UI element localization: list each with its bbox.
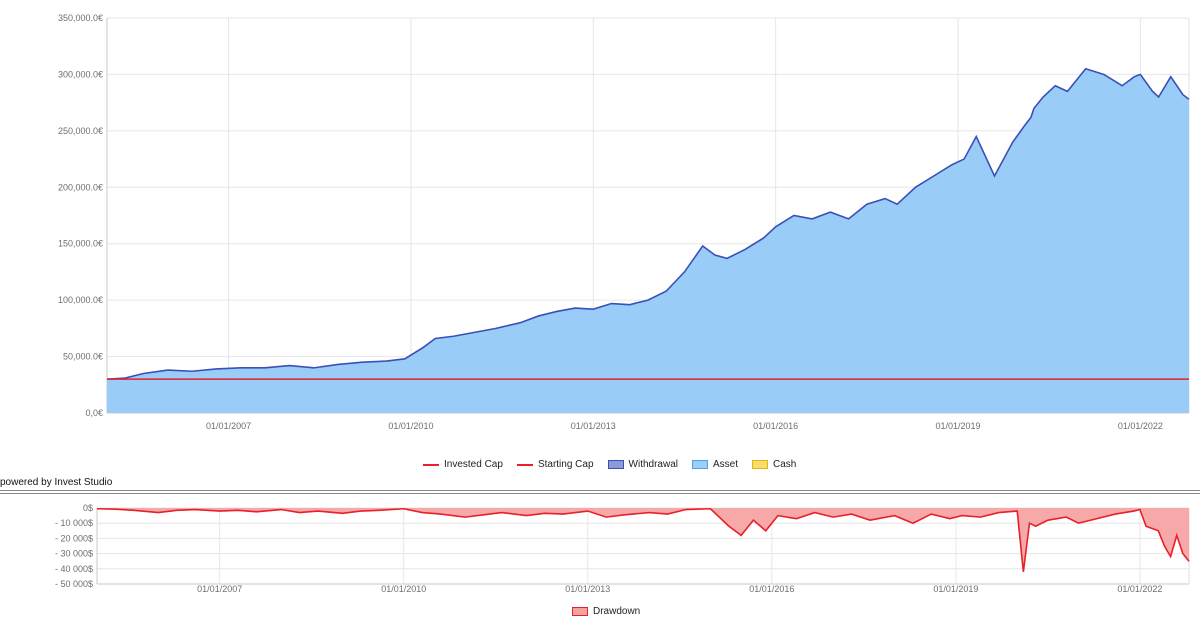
x-tick-label: 01/01/2016 xyxy=(749,584,794,593)
drawdown-x-axis-ticks: 01/01/2007 01/01/2010 01/01/2013 01/01/2016… xyxy=(197,584,1162,593)
y-tick-label: 200,000.0€ xyxy=(58,182,103,192)
y-tick-label: 0,0€ xyxy=(85,408,103,418)
y-tick-label: 50,000.0€ xyxy=(63,352,103,362)
drawdown-area-series xyxy=(96,507,1190,572)
x-tick-label: 01/01/2022 xyxy=(1117,584,1162,593)
legend-swatch xyxy=(607,460,624,469)
y-tick-label: - 30 000$ xyxy=(55,549,93,559)
drawdown-area-fill xyxy=(97,508,1189,572)
separator-line xyxy=(0,490,1200,491)
y-tick-label: - 40 000$ xyxy=(55,564,93,574)
drawdown-chart: 0$ - 10 000$ - 20 000$ - 30 000$ - 40 000$ - … xyxy=(55,503,1190,593)
main-x-axis-ticks: 01/01/2007 01/01/2010 01/01/2013 01/01/2016… xyxy=(206,421,1163,431)
x-tick-label: 01/01/2013 xyxy=(565,584,610,593)
legend-swatch xyxy=(752,460,769,469)
legend-swatch xyxy=(423,463,439,466)
x-tick-label: 01/01/2016 xyxy=(753,421,798,431)
legend-item-invested-cap[interactable]: Invested Cap xyxy=(423,459,503,470)
y-tick-label: 300,000.0€ xyxy=(58,69,103,79)
y-tick-label: 350,000.0€ xyxy=(58,13,103,23)
asset-chart: 0,0€ 50,000.0€ 100,000.0€ 150,000.0€ 200,000… xyxy=(58,13,1190,431)
legend-label: Cash xyxy=(773,459,797,470)
y-tick-label: 100,000.0€ xyxy=(58,295,103,305)
powered-by-label: powered by Invest Studio xyxy=(0,477,113,488)
separator-line xyxy=(0,493,1200,494)
main-y-axis-ticks: 0,0€ 50,000.0€ 100,000.0€ 150,000.0€ 200,000… xyxy=(58,13,103,418)
legend-swatch xyxy=(516,463,533,466)
x-tick-label: 01/01/2022 xyxy=(1118,421,1163,431)
y-tick-label: - 20 000$ xyxy=(55,533,93,543)
drawdown-line xyxy=(96,507,1190,572)
x-tick-label: 01/01/2013 xyxy=(571,421,616,431)
legend-label: Drawdown xyxy=(593,606,641,617)
y-tick-label: 250,000.0€ xyxy=(58,126,103,136)
y-tick-label: 150,000.0€ xyxy=(58,239,103,249)
x-tick-label: 01/01/2019 xyxy=(933,584,978,593)
asset-area-series xyxy=(106,67,1190,414)
x-tick-label: 01/01/2007 xyxy=(197,584,242,593)
legend-label: Starting Cap xyxy=(537,459,594,470)
main-legend: Invested Cap Starting Cap Withdrawal Asset C… xyxy=(423,459,796,470)
legend-item-withdrawal[interactable]: Withdrawal xyxy=(607,459,678,470)
legend-swatch xyxy=(692,460,708,469)
x-tick-label: 01/01/2007 xyxy=(206,421,251,431)
asset-area-fill xyxy=(107,68,1189,414)
legend-item-asset[interactable]: Asset xyxy=(692,459,738,470)
legend-item-starting-cap[interactable]: Starting Cap xyxy=(516,459,594,470)
asset-line xyxy=(106,67,1190,380)
x-tick-label: 01/01/2010 xyxy=(388,421,433,431)
legend-label: Asset xyxy=(713,459,739,470)
legend-item-cash[interactable]: Cash xyxy=(752,459,796,470)
x-tick-label: 01/01/2019 xyxy=(935,421,980,431)
legend-label: Withdrawal xyxy=(628,459,678,470)
drawdown-y-axis-ticks: 0$ - 10 000$ - 20 000$ - 30 000$ - 40 000$ - … xyxy=(55,503,93,589)
y-tick-label: 0$ xyxy=(83,503,93,513)
y-tick-label: - 50 000$ xyxy=(55,579,93,589)
legend-label: Invested Cap xyxy=(444,459,503,470)
legend-swatch xyxy=(572,607,588,616)
drawdown-chart-grid xyxy=(96,507,1190,585)
y-tick-label: - 10 000$ xyxy=(55,518,93,528)
drawdown-legend: Drawdown xyxy=(572,606,640,617)
legend-item-drawdown[interactable]: Drawdown xyxy=(572,606,640,617)
x-tick-label: 01/01/2010 xyxy=(381,584,426,593)
